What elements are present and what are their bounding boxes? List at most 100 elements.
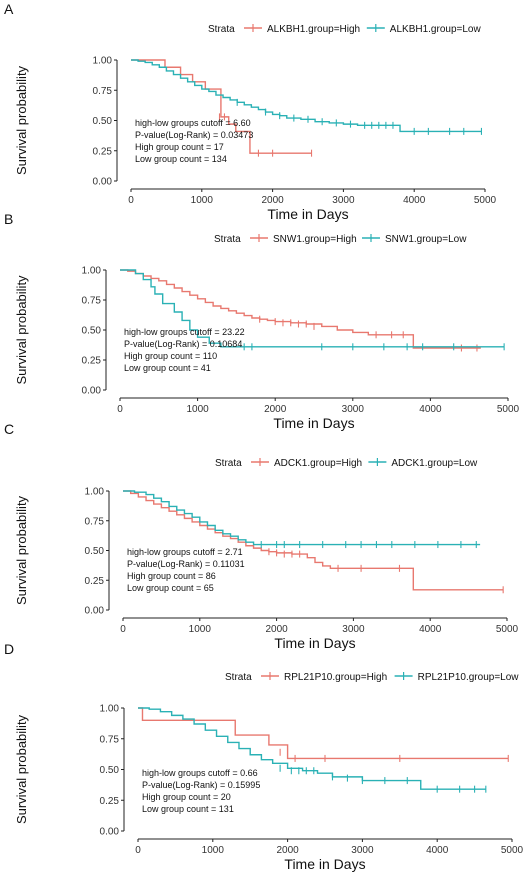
x-tick-label: 5000 bbox=[501, 845, 524, 856]
y-tick-label: 0.25 bbox=[82, 356, 102, 367]
stats-annotation: Low group count = 65 bbox=[127, 583, 214, 593]
x-tick-label: 0 bbox=[120, 624, 126, 635]
y-tick-label: 0.00 bbox=[100, 827, 120, 838]
survival-curve-low bbox=[131, 59, 482, 133]
stats-annotation: High group count = 17 bbox=[135, 142, 224, 152]
x-axis-title: Time in Days bbox=[274, 635, 355, 651]
panel-d: D Strata RPL21P10.group=High RPL21P10.group… bbox=[4, 641, 524, 872]
legend-title: Strata bbox=[208, 24, 235, 35]
x-axis-title: Time in Days bbox=[267, 206, 348, 222]
x-tick-label: 4000 bbox=[419, 404, 442, 415]
x-tick-label: 3000 bbox=[332, 195, 355, 206]
stats-annotation: high-low groups cutoff = 6.60 bbox=[135, 118, 251, 128]
survival-curve-low bbox=[138, 707, 486, 790]
y-tick-label: 1.00 bbox=[93, 56, 113, 67]
y-tick-label: 0.75 bbox=[93, 86, 113, 97]
y-tick-label: 0.00 bbox=[93, 177, 113, 188]
x-tick-label: 0 bbox=[135, 845, 141, 856]
survival-curve-high bbox=[131, 59, 312, 154]
legend-entry-high: ADCK1.group=High bbox=[274, 458, 362, 469]
y-tick-label: 0.50 bbox=[93, 116, 113, 127]
stats-annotation: Low group count = 41 bbox=[124, 363, 211, 373]
panel-label: C bbox=[4, 421, 14, 437]
y-axis-title: Survival probability bbox=[14, 495, 29, 605]
y-tick-label: 0.50 bbox=[82, 326, 102, 337]
stats-annotation: high-low groups cutoff = 0.66 bbox=[142, 768, 258, 778]
x-tick-label: 5000 bbox=[496, 624, 519, 635]
x-tick-label: 4000 bbox=[426, 845, 449, 856]
y-axis-title: Survival probability bbox=[14, 714, 29, 824]
x-tick-label: 2000 bbox=[265, 624, 288, 635]
x-tick-label: 5000 bbox=[474, 195, 497, 206]
x-tick-label: 2000 bbox=[261, 195, 284, 206]
panel-label: B bbox=[4, 211, 13, 227]
legend-entry-low: ALKBH1.group=Low bbox=[390, 24, 482, 35]
legend-entry-low: SNW1.group=Low bbox=[385, 234, 467, 245]
x-tick-label: 0 bbox=[128, 195, 134, 206]
survival-curve-low bbox=[120, 269, 505, 348]
panel-c: C Strata ADCK1.group=High ADCK1.group=Low Su… bbox=[4, 421, 519, 651]
y-tick-label: 0.25 bbox=[85, 576, 105, 587]
x-axis-title: Time in Days bbox=[284, 856, 365, 872]
x-tick-label: 4000 bbox=[419, 624, 442, 635]
x-tick-label: 3000 bbox=[342, 624, 365, 635]
x-tick-label: 3000 bbox=[342, 404, 365, 415]
legend-title: Strata bbox=[215, 458, 242, 469]
stats-annotation: P-value(Log-Rank) = 0.10684 bbox=[124, 339, 242, 349]
panel-b: B Strata SNW1.group=High SNW1.group=Low Surv… bbox=[4, 211, 520, 431]
x-tick-label: 3000 bbox=[351, 845, 374, 856]
y-axis-title: Survival probability bbox=[14, 65, 29, 175]
legend-entry-low: ADCK1.group=Low bbox=[391, 458, 478, 469]
y-tick-label: 1.00 bbox=[100, 704, 120, 715]
panel-label: D bbox=[4, 641, 14, 657]
survival-curve-low bbox=[123, 490, 481, 546]
y-tick-label: 0.00 bbox=[85, 606, 105, 617]
y-tick-label: 0.50 bbox=[100, 765, 120, 776]
panel-label: A bbox=[4, 1, 14, 17]
stats-annotation: high-low groups cutoff = 2.71 bbox=[127, 547, 243, 557]
x-tick-label: 0 bbox=[117, 404, 123, 415]
stats-annotation: high-low groups cutoff = 23.22 bbox=[124, 327, 245, 337]
x-tick-label: 4000 bbox=[403, 195, 426, 206]
legend: Strata ALKBH1.group=High ALKBH1.group=Low bbox=[208, 24, 481, 35]
x-tick-label: 1000 bbox=[186, 404, 209, 415]
stats-annotation: P-value(Log-Rank) = 0.11031 bbox=[127, 559, 245, 569]
y-tick-label: 0.75 bbox=[85, 516, 105, 527]
x-tick-label: 1000 bbox=[189, 624, 212, 635]
legend-title: Strata bbox=[214, 234, 241, 245]
stats-annotation: P-value(Log-Rank) = 0.03473 bbox=[135, 130, 253, 140]
x-axis-title: Time in Days bbox=[273, 415, 354, 431]
stats-annotation: Low group count = 131 bbox=[142, 804, 234, 814]
legend-entry-high: ALKBH1.group=High bbox=[267, 24, 360, 35]
stats-annotation: P-value(Log-Rank) = 0.15995 bbox=[142, 780, 260, 790]
stats-annotation: High group count = 110 bbox=[124, 351, 217, 361]
y-tick-label: 0.00 bbox=[82, 386, 102, 397]
y-tick-label: 1.00 bbox=[82, 266, 102, 277]
legend-entry-high: SNW1.group=High bbox=[273, 234, 357, 245]
y-tick-label: 0.25 bbox=[93, 146, 113, 157]
x-tick-label: 5000 bbox=[497, 404, 520, 415]
stats-annotation: High group count = 20 bbox=[142, 792, 231, 802]
legend: Strata RPL21P10.group=High RPL21P10.group=… bbox=[225, 672, 519, 683]
y-tick-label: 0.75 bbox=[100, 734, 120, 745]
survival-curve-high bbox=[138, 707, 509, 760]
survival-curve-high bbox=[120, 269, 481, 349]
panel-a: A Strata ALKBH1.group=High ALKBH1.group=Low… bbox=[4, 1, 497, 222]
x-tick-label: 1000 bbox=[191, 195, 214, 206]
y-tick-label: 1.00 bbox=[85, 487, 105, 498]
y-tick-label: 0.50 bbox=[85, 546, 105, 557]
legend-title: Strata bbox=[225, 672, 252, 683]
stats-annotation: Low group count = 134 bbox=[135, 154, 227, 164]
x-tick-label: 2000 bbox=[276, 845, 299, 856]
legend: Strata ADCK1.group=High ADCK1.group=Low bbox=[215, 458, 478, 469]
y-tick-label: 0.75 bbox=[82, 296, 102, 307]
survival-curve-high bbox=[123, 490, 504, 591]
y-axis-title: Survival probability bbox=[14, 275, 29, 385]
legend-entry-high: RPL21P10.group=High bbox=[284, 672, 387, 683]
x-tick-label: 1000 bbox=[202, 845, 225, 856]
stats-annotation: High group count = 86 bbox=[127, 571, 216, 581]
legend-entry-low: RPL21P10.group=Low bbox=[418, 672, 520, 683]
y-tick-label: 0.25 bbox=[100, 796, 120, 807]
x-tick-label: 2000 bbox=[264, 404, 287, 415]
